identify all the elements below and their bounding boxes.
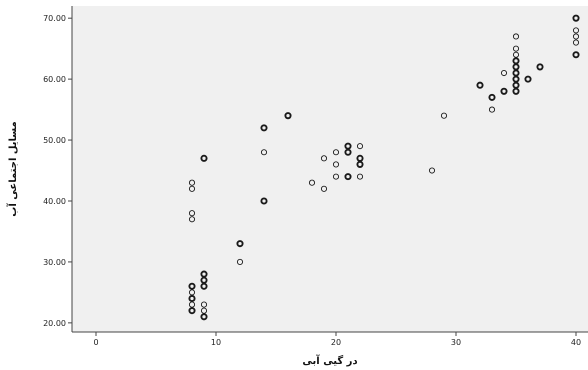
data-point <box>332 161 340 168</box>
x-tick-label: 40 <box>571 338 581 347</box>
data-point <box>344 142 352 150</box>
data-point <box>524 75 532 83</box>
data-point <box>284 112 292 120</box>
data-point <box>428 167 436 174</box>
data-point <box>332 149 340 156</box>
data-point <box>188 294 196 303</box>
data-point <box>440 112 448 119</box>
y-tick-label: 50.00 <box>43 136 66 145</box>
data-point <box>200 307 208 314</box>
data-point <box>236 240 244 248</box>
data-points <box>188 14 580 321</box>
data-point <box>200 313 208 321</box>
data-point <box>308 179 316 186</box>
data-point <box>188 185 196 192</box>
data-point <box>332 173 340 180</box>
x-tick-label: 0 <box>93 338 98 347</box>
y-tick-label: 70.00 <box>43 14 66 23</box>
data-point <box>188 282 196 290</box>
data-point <box>572 51 580 59</box>
data-point <box>572 14 580 22</box>
y-tick-label: 60.00 <box>43 75 66 84</box>
data-point <box>500 69 508 77</box>
data-point <box>320 185 328 192</box>
data-point <box>188 307 196 315</box>
y-tick-label: 20.00 <box>43 319 66 328</box>
data-point <box>512 33 520 40</box>
data-point <box>188 179 196 186</box>
data-point <box>320 155 328 162</box>
data-point <box>200 301 208 308</box>
x-axis: 0 10 20 30 40 <box>72 331 588 347</box>
data-point <box>512 57 520 65</box>
plot-area <box>72 6 588 332</box>
data-point <box>236 258 244 265</box>
data-point <box>200 154 208 162</box>
data-point <box>200 270 208 278</box>
data-point <box>572 27 580 34</box>
data-point <box>488 106 496 113</box>
data-point <box>512 45 520 52</box>
data-point <box>344 173 352 181</box>
y-tick-label: 30.00 <box>43 258 66 267</box>
data-point <box>512 51 520 58</box>
data-point <box>260 149 268 156</box>
y-axis-title: مسایل اجتماعی آب <box>6 121 19 216</box>
data-point <box>536 63 544 71</box>
data-point <box>488 93 496 101</box>
x-tick-label: 20 <box>331 338 341 347</box>
data-point <box>476 81 484 89</box>
y-axis: 20.00 30.00 40.00 50.00 60.00 70.00 <box>43 6 73 332</box>
data-point <box>500 87 508 95</box>
data-point <box>260 124 268 132</box>
x-tick-label: 30 <box>451 338 461 347</box>
data-point <box>572 39 580 46</box>
y-tick-label: 40.00 <box>43 197 66 206</box>
data-point <box>356 154 364 162</box>
data-point <box>356 173 364 180</box>
data-point <box>356 143 364 150</box>
x-axis-title: در گیی آبی <box>302 354 357 367</box>
data-point <box>572 33 580 40</box>
data-point <box>260 197 268 205</box>
data-point <box>188 216 196 223</box>
data-point <box>188 210 196 217</box>
x-tick-label: 10 <box>211 338 221 347</box>
